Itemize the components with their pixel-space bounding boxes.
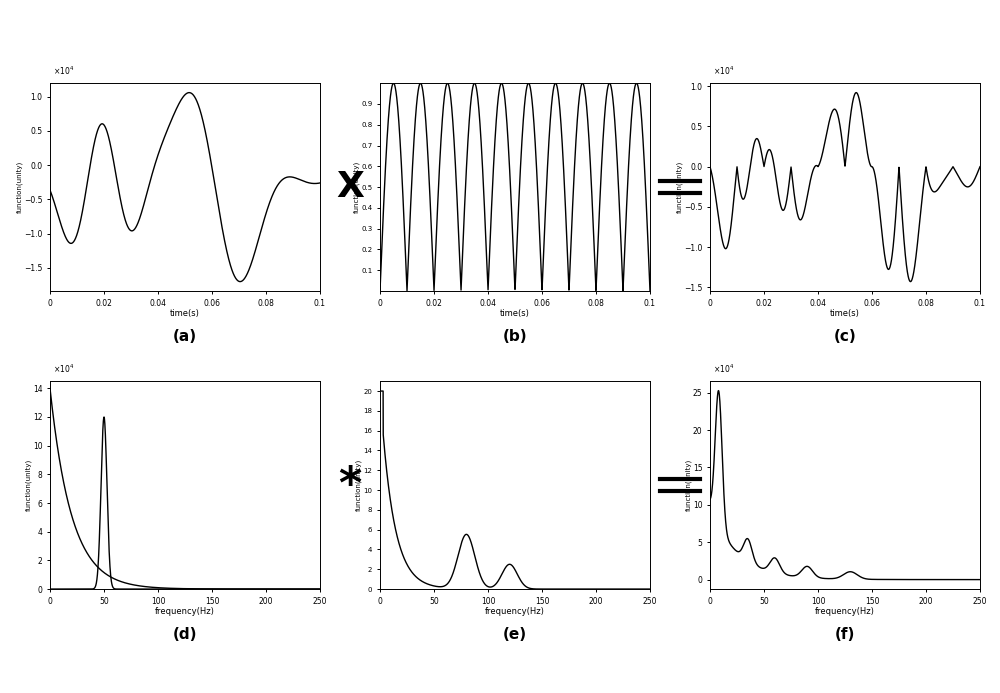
X-axis label: time(s): time(s) bbox=[830, 309, 860, 318]
Y-axis label: function(unity): function(unity) bbox=[676, 161, 682, 213]
Text: (b): (b) bbox=[503, 328, 527, 344]
Text: (c): (c) bbox=[834, 328, 856, 344]
X-axis label: frequency(Hz): frequency(Hz) bbox=[155, 607, 215, 616]
Text: (a): (a) bbox=[173, 328, 197, 344]
X-axis label: frequency(Hz): frequency(Hz) bbox=[485, 607, 545, 616]
X-axis label: time(s): time(s) bbox=[170, 309, 200, 318]
Text: (f): (f) bbox=[835, 626, 855, 642]
Text: X: X bbox=[336, 170, 364, 204]
Text: $\times 10^4$: $\times 10^4$ bbox=[713, 362, 734, 375]
Y-axis label: function(unity): function(unity) bbox=[355, 459, 362, 511]
Text: $\times 10^4$: $\times 10^4$ bbox=[713, 64, 734, 77]
X-axis label: time(s): time(s) bbox=[500, 309, 530, 318]
Text: $\times 10^4$: $\times 10^4$ bbox=[53, 362, 74, 375]
X-axis label: frequency(Hz): frequency(Hz) bbox=[815, 607, 875, 616]
Y-axis label: function(unity): function(unity) bbox=[685, 459, 691, 511]
Text: $\times 10^4$: $\times 10^4$ bbox=[53, 64, 74, 77]
Y-axis label: function(unity): function(unity) bbox=[25, 459, 31, 511]
Text: (e): (e) bbox=[503, 626, 527, 642]
Text: *: * bbox=[338, 464, 362, 507]
Y-axis label: function(unity): function(unity) bbox=[16, 161, 22, 213]
Text: (d): (d) bbox=[173, 626, 197, 642]
Y-axis label: function(unity): function(unity) bbox=[353, 161, 360, 213]
